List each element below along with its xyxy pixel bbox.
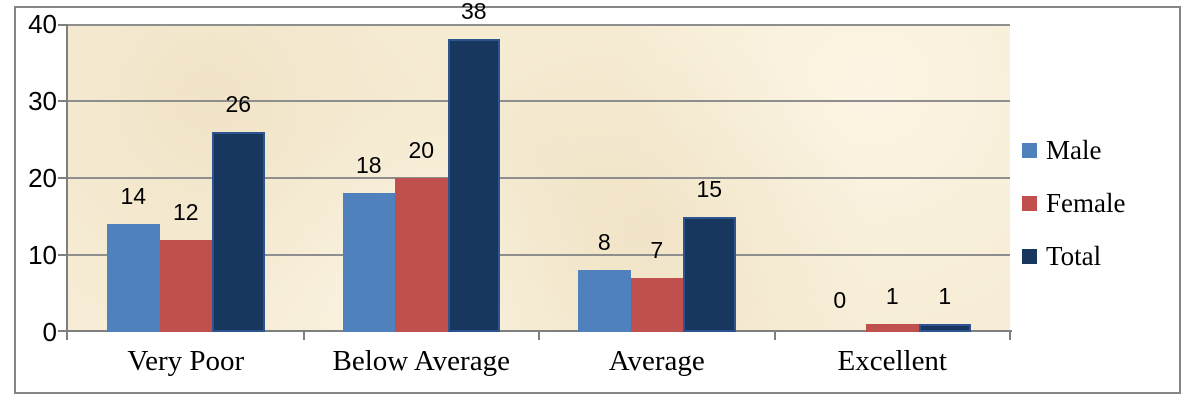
legend-item-total: Total (1022, 240, 1125, 272)
bar-male-very-poor (107, 224, 160, 332)
y-axis-tick-label: 10 (28, 240, 57, 270)
data-label-male-very-poor: 14 (120, 183, 147, 210)
y-axis-tick-label: 0 (42, 317, 57, 347)
gridline-20 (68, 177, 1010, 179)
bar-total-below-average (447, 39, 500, 332)
y-axis-tick (58, 330, 66, 332)
legend: Male Female Total (1022, 134, 1125, 293)
category-label-average: Average (608, 345, 705, 377)
gridline-30 (68, 100, 1010, 102)
bar-total-very-poor (212, 131, 265, 332)
legend-item-female: Female (1022, 187, 1125, 219)
category-label-excellent: Excellent (837, 345, 948, 377)
x-axis-tick (1009, 332, 1011, 340)
category-label-very-poor: Very Poor (127, 345, 245, 377)
data-label-female-very-poor: 12 (172, 198, 199, 225)
data-label-female-excellent: 1 (885, 283, 899, 310)
category-label-below-average: Below Average (332, 345, 510, 377)
y-axis-tick (58, 254, 66, 256)
data-label-total-below-average: 38 (460, 0, 487, 25)
bar-male-below-average (342, 193, 395, 332)
legend-swatch-female (1022, 195, 1037, 211)
bar-female-average (630, 278, 683, 332)
plot-area: 14 12 26 18 20 38 8 7 15 0 1 1 (58, 0, 1012, 340)
bar-male-average (578, 270, 631, 332)
data-label-male-below-average: 18 (355, 152, 382, 179)
y-axis-tick-label: 20 (28, 163, 57, 193)
data-label-total-excellent: 1 (938, 283, 952, 310)
y-axis-tick-label: 30 (28, 86, 57, 116)
y-axis-tick (58, 24, 66, 26)
gridline-10 (68, 254, 1010, 256)
data-label-total-very-poor: 26 (225, 90, 252, 117)
y-axis-tick (58, 177, 66, 179)
y-axis-labels: 0 10 20 30 40 (0, 9, 57, 347)
legend-swatch-male (1022, 142, 1037, 158)
legend-swatch-total (1022, 248, 1037, 264)
x-axis-tick (773, 332, 776, 340)
x-axis-labels: Very Poor Below Average Average Excellent (68, 342, 1010, 386)
bar-total-excellent (918, 324, 971, 332)
data-label-total-average: 15 (696, 175, 723, 202)
x-axis-tick (538, 332, 540, 340)
y-axis-line (66, 24, 68, 340)
bar-female-below-average (395, 178, 448, 332)
legend-label-male: Male (1046, 135, 1102, 165)
x-axis-tick (302, 332, 305, 340)
bar-total-average (683, 216, 736, 332)
data-label-female-average: 7 (650, 237, 664, 264)
bar-female-very-poor (159, 239, 212, 332)
y-axis-tick (58, 100, 66, 102)
bar-female-excellent (866, 324, 919, 332)
y-axis-tick-label: 40 (28, 9, 57, 39)
data-label-female-below-average: 20 (408, 137, 435, 163)
data-label-male-average: 8 (597, 229, 611, 256)
x-axis-line (66, 330, 1012, 332)
legend-label-total: Total (1046, 241, 1102, 271)
legend-label-female: Female (1046, 188, 1126, 218)
data-label-male-excellent: 0 (833, 287, 847, 313)
legend-item-male: Male (1022, 134, 1125, 166)
gridline-40 (68, 24, 1010, 26)
